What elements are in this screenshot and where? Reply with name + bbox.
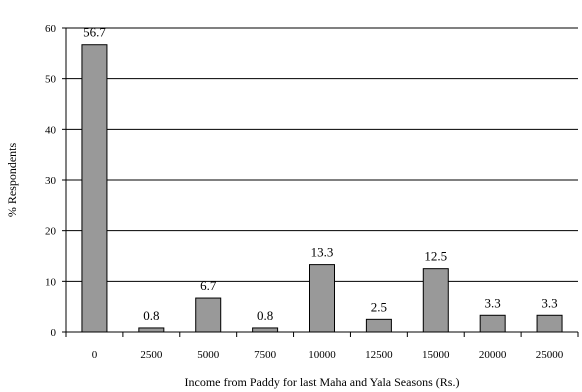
y-tick-label-10: 10	[45, 276, 57, 288]
gridlines	[66, 27, 578, 282]
bar-12500	[365, 318, 392, 333]
x-tick-label-10000: 10000	[308, 349, 336, 361]
y-tick-label-40: 40	[45, 124, 57, 136]
x-axis-ticks: 0 2500 5000 7500 10000 12500 15000 20000 25000	[65, 332, 579, 361]
data-label-12500: 2.5	[371, 299, 387, 314]
data-label-20000: 3.3	[485, 295, 501, 310]
bar-2500	[138, 327, 165, 333]
bar-20000	[479, 314, 506, 333]
data-label-2500: 0.8	[143, 308, 159, 323]
y-tick-label-50: 50	[45, 74, 57, 86]
y-tick-label-30: 30	[45, 175, 57, 187]
x-tick-label-0: 0	[92, 349, 98, 361]
x-tick-label-2500: 2500	[140, 349, 163, 361]
data-label-25000: 3.3	[541, 295, 557, 310]
y-tick-label-20: 20	[45, 226, 57, 238]
data-label-7500: 0.8	[257, 308, 273, 323]
bar-10000	[309, 264, 335, 333]
x-tick-label-25000: 25000	[536, 349, 564, 361]
bar-5000	[195, 297, 222, 333]
data-label-10000: 13.3	[311, 245, 334, 260]
data-label-5000: 6.7	[200, 278, 217, 293]
x-tick-label-12500: 12500	[365, 349, 393, 361]
x-tick-label-20000: 20000	[479, 349, 507, 361]
x-tick-label-5000: 5000	[197, 349, 220, 361]
x-axis-title: Income from Paddy for last Maha and Yala…	[185, 375, 460, 389]
y-axis-title: % Respondents	[5, 143, 19, 218]
data-label-15000: 12.5	[424, 249, 447, 264]
x-tick-label-7500: 7500	[254, 349, 277, 361]
bar-7500	[252, 327, 279, 333]
x-tick-label-15000: 15000	[422, 349, 450, 361]
y-tick-label-60: 60	[45, 23, 57, 35]
bar-25000	[536, 314, 563, 333]
bars	[81, 44, 563, 333]
data-label-0: 56.7	[83, 25, 106, 40]
bar-15000	[422, 268, 449, 333]
data-labels: 56.7 0.8 6.7 0.8 13.3 2.5 12.5 3.3 3.3	[83, 25, 558, 323]
y-axis-ticks: 0 10 20 30 40 50 60	[45, 23, 66, 339]
bar-0	[81, 44, 108, 333]
y-tick-label-0: 0	[51, 327, 57, 339]
